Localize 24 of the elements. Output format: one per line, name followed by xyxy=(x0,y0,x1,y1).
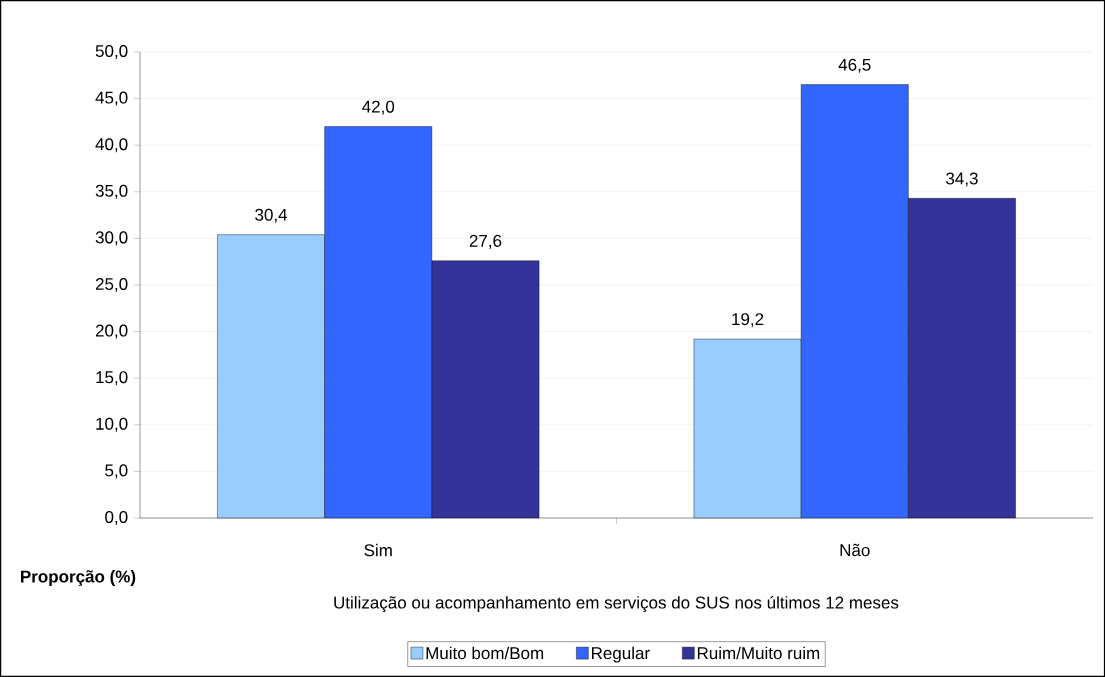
data-label: 19,2 xyxy=(732,313,764,328)
y-tick-label: 25,0 xyxy=(95,277,128,293)
x-tick-label: Não xyxy=(840,543,870,557)
y-tick-label: 15,0 xyxy=(96,371,128,386)
y-tick-label: 50,0 xyxy=(95,44,128,60)
data-label: 34,3 xyxy=(946,172,978,187)
data-label: 46,5 xyxy=(838,58,871,73)
y-tick-label: 45,0 xyxy=(95,91,128,106)
x-tick-label: Sim xyxy=(364,543,392,557)
data-label: 42,0 xyxy=(362,100,395,115)
y-tick-label: 0,0 xyxy=(105,510,128,526)
data-label: 30,4 xyxy=(255,208,288,223)
y-tick-label: 30,0 xyxy=(95,231,128,246)
y-tick-label: 40,0 xyxy=(95,138,128,153)
legend-label: Ruim/Muito ruim xyxy=(697,646,820,660)
x-axis-title: Utilização ou acompanhamento em serviços do SUS nos últimos 12 meses xyxy=(334,595,899,613)
legend-label: Regular xyxy=(591,646,650,663)
y-tick-label: 20,0 xyxy=(95,324,128,339)
y-tick-label: 10,0 xyxy=(96,417,128,432)
y-tick-label: 5,0 xyxy=(105,464,128,479)
data-label: 27,6 xyxy=(469,234,502,249)
y-tick-label: 35,0 xyxy=(95,184,128,199)
y-axis-title: Proporção (%) xyxy=(21,570,136,586)
legend-label: Muito bom/Bom xyxy=(426,646,544,660)
